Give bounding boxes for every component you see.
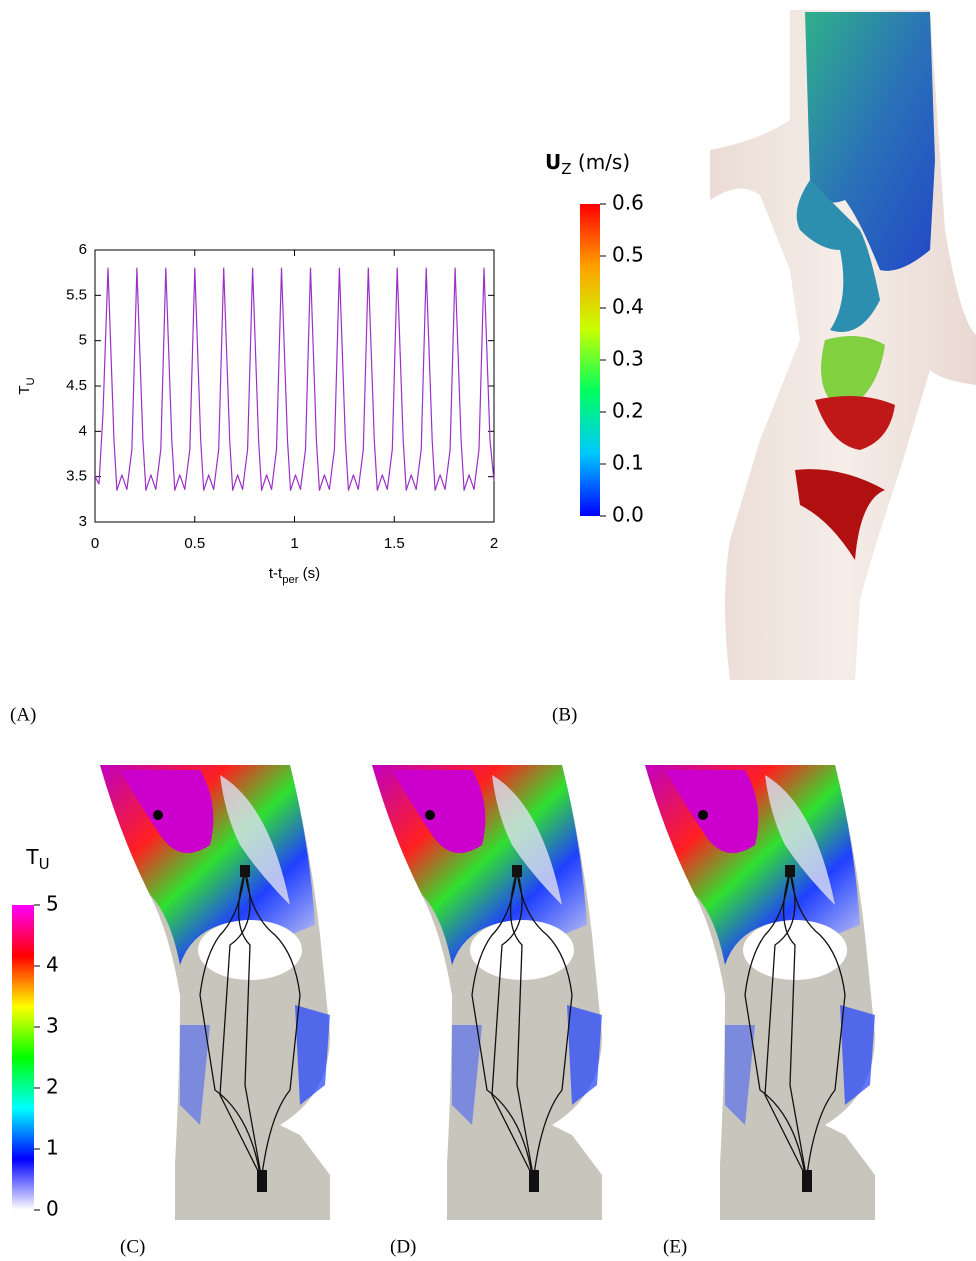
flow-slice [100, 765, 330, 1220]
x-tick-label: 0 [91, 535, 99, 552]
axis-label: UZ (m/s) [545, 150, 630, 178]
colorbar-tick-label: 0 [46, 1197, 59, 1221]
panel-label: (A) [10, 704, 36, 725]
label-part: T [16, 385, 33, 394]
x-tick-label: 0.5 [184, 535, 205, 552]
colorbar-tick-label: 0.3 [612, 347, 644, 371]
colorbar [580, 204, 600, 516]
label-part: t-t [269, 565, 283, 582]
y-tick-label: 4.5 [66, 377, 87, 394]
colorbar-tick-label: 0.6 [612, 191, 644, 215]
label-part: Z [561, 160, 571, 178]
label-part: U [39, 855, 50, 873]
axis-label: TU [25, 845, 49, 873]
x-tick-label: 1 [290, 535, 298, 552]
y-tick-label: 5 [79, 332, 87, 349]
panel-label: (D) [390, 1236, 416, 1257]
y-tick-label: 6 [79, 241, 87, 258]
flow-image [710, 10, 976, 680]
label-part: (s) [298, 565, 320, 582]
axis-label: TU [16, 377, 37, 394]
colorbar-tick-label: 0.4 [612, 295, 644, 319]
flow-slice [372, 765, 602, 1220]
label-part: per [282, 574, 299, 586]
x-tick-label: 2 [490, 535, 498, 552]
line-series [95, 268, 494, 490]
figure: 33.544.555.5600.511.52t-tper (s)TU0.00.1… [0, 0, 976, 1261]
axis-label: t-tper (s) [269, 565, 320, 586]
y-tick-label: 3.5 [66, 468, 87, 485]
x-tick-label: 1.5 [384, 535, 405, 552]
colorbar-tick-label: 0.5 [612, 243, 644, 267]
colorbar-tick-label: 1 [46, 1136, 59, 1160]
label-part: (m/s) [572, 150, 631, 174]
label-part: T [25, 845, 39, 869]
colorbar-tick-label: 0.0 [612, 503, 644, 527]
label-part: U [545, 150, 561, 174]
colorbar-tick-label: 3 [46, 1014, 59, 1038]
panel-label: (B) [552, 704, 577, 725]
colorbar-tick-label: 0.1 [612, 451, 644, 475]
label-part: U [25, 377, 37, 385]
colorbar-tick-label: 4 [46, 953, 59, 977]
y-tick-label: 5.5 [66, 286, 87, 303]
flow-slice [645, 765, 875, 1220]
colorbar-tick-label: 0.2 [612, 399, 644, 423]
y-tick-label: 3 [79, 513, 87, 530]
y-tick-label: 4 [79, 422, 87, 439]
panel-label: (C) [120, 1236, 145, 1257]
colorbar-tick-label: 5 [46, 892, 59, 916]
colorbar-tick-label: 2 [46, 1075, 59, 1099]
colorbar [12, 905, 34, 1210]
panel-label: (E) [663, 1236, 687, 1257]
